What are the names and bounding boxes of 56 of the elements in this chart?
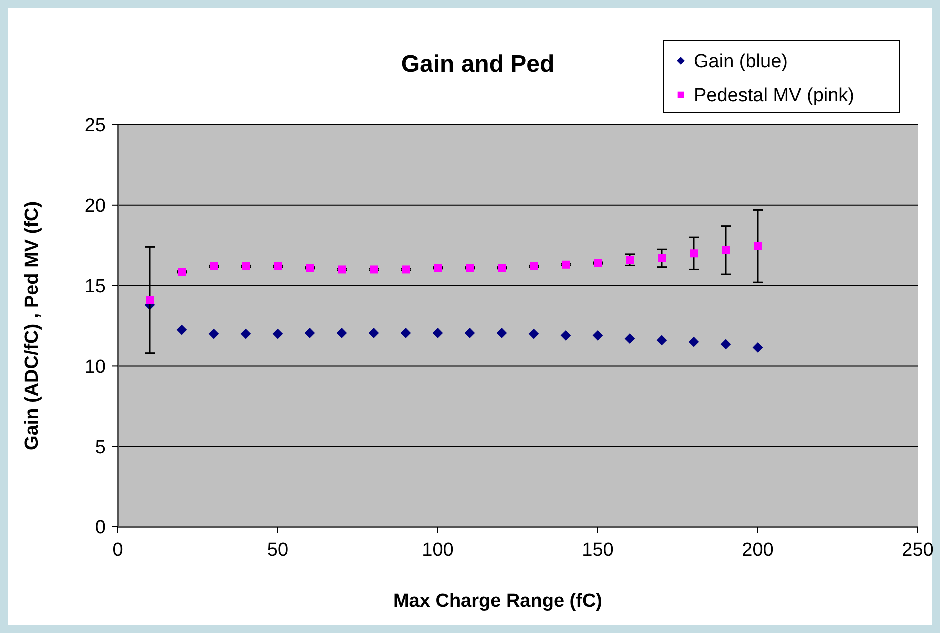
point bbox=[466, 264, 474, 272]
point bbox=[208, 328, 220, 340]
point bbox=[752, 342, 764, 353]
x-axis-title: Max Charge Range (fC) bbox=[393, 591, 603, 612]
point bbox=[528, 328, 540, 340]
point bbox=[304, 328, 316, 338]
y-tick-label: 20 bbox=[84, 196, 106, 218]
chart-title: Gain and Ped bbox=[401, 51, 555, 78]
point bbox=[658, 254, 666, 262]
point bbox=[720, 339, 732, 350]
y-tick-label: 10 bbox=[84, 356, 106, 378]
point bbox=[370, 266, 378, 274]
point bbox=[400, 328, 412, 338]
point bbox=[210, 262, 218, 271]
point bbox=[690, 250, 698, 258]
point bbox=[594, 259, 602, 268]
point bbox=[368, 328, 380, 338]
point bbox=[754, 242, 762, 250]
point bbox=[626, 256, 634, 264]
x-tick-label: 150 bbox=[582, 540, 614, 561]
point bbox=[496, 328, 508, 338]
point bbox=[562, 260, 570, 269]
point bbox=[432, 328, 444, 338]
legend-label: Gain (blue) bbox=[694, 52, 788, 73]
point bbox=[464, 328, 476, 338]
y-axis-title: Gain (ADC/fC) , Ped MV (fC) bbox=[22, 201, 43, 451]
point bbox=[242, 262, 250, 271]
point bbox=[146, 296, 154, 304]
point bbox=[176, 324, 188, 336]
point bbox=[530, 262, 538, 271]
point bbox=[688, 336, 700, 348]
x-tick-label: 200 bbox=[742, 540, 774, 561]
point bbox=[338, 266, 346, 274]
x-tick-label: 0 bbox=[112, 540, 124, 561]
point bbox=[178, 268, 186, 276]
point bbox=[498, 264, 506, 272]
y-tick-label: 0 bbox=[95, 518, 106, 539]
point bbox=[560, 330, 572, 341]
point bbox=[402, 266, 410, 274]
point bbox=[434, 264, 442, 272]
point bbox=[240, 328, 252, 340]
point bbox=[306, 264, 314, 272]
legend-label: Pedestal MV (pink) bbox=[694, 86, 855, 107]
point bbox=[624, 334, 636, 344]
x-tick-label: 250 bbox=[902, 540, 934, 561]
point bbox=[336, 328, 348, 338]
y-tick-label: 15 bbox=[84, 276, 106, 298]
point bbox=[274, 262, 282, 271]
x-tick-label: 100 bbox=[422, 540, 454, 561]
y-tick-label: 25 bbox=[84, 116, 106, 137]
x-tick-label: 50 bbox=[267, 540, 289, 561]
y-tick-label: 5 bbox=[95, 437, 106, 458]
point bbox=[592, 330, 604, 341]
point bbox=[722, 246, 730, 254]
point bbox=[656, 335, 668, 346]
point bbox=[272, 328, 284, 340]
